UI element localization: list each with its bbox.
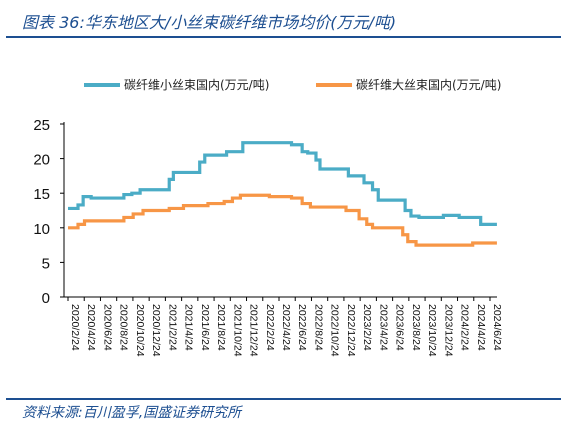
x-tick-label: 2021/8/24 [215, 304, 227, 351]
y-tick-label: 5 [42, 255, 50, 272]
bottom-rule [6, 398, 561, 400]
x-tick-label: 2021/4/24 [183, 304, 195, 351]
x-tick-label: 2023/6/24 [394, 304, 406, 351]
legend-label-small-tow: 碳纤维小丝束国内(万元/吨) [124, 78, 269, 92]
x-tick-label: 2021/6/24 [199, 304, 211, 351]
x-tick-label: 2023/8/24 [410, 304, 422, 351]
x-tick-label: 2023/12/24 [442, 304, 454, 357]
legend-label-large-tow: 碳纤维大丝束国内(万元/吨) [356, 78, 501, 92]
x-tick-label: 2022/6/24 [296, 304, 308, 351]
x-tick-label: 2022/12/24 [345, 304, 357, 357]
y-tick-label: 10 [33, 221, 50, 238]
y-tick-label: 0 [42, 290, 50, 307]
chart-axes: 0 5 10 15 20 25 2020/2/24 2020/4/24 2020/6/24 202… [33, 117, 503, 357]
x-tick-label: 2022/8/24 [312, 304, 324, 351]
price-line-chart: 碳纤维小丝束国内(万元/吨) 碳纤维大丝束国内(万元/吨) 0 5 10 15 20 25… [33, 78, 503, 357]
chart-legend: 碳纤维小丝束国内(万元/吨) 碳纤维大丝束国内(万元/吨) [84, 78, 501, 92]
x-tick-label: 2020/6/24 [101, 304, 113, 351]
x-tick-label: 2024/6/24 [491, 304, 503, 351]
x-tick-label: 2020/2/24 [69, 304, 81, 351]
x-tick-label: 2023/4/24 [377, 304, 389, 351]
top-rule [6, 36, 561, 38]
x-tick-label: 2021/10/24 [231, 304, 243, 357]
x-tick-label: 2022/10/24 [329, 304, 341, 357]
x-tick-label: 2020/10/24 [134, 304, 146, 357]
x-tick-label: 2024/4/24 [475, 304, 487, 351]
x-tick-label: 2022/4/24 [280, 304, 292, 351]
y-tick-label: 20 [33, 152, 50, 169]
x-tick-label: 2022/2/24 [264, 304, 276, 351]
x-tick-label: 2023/10/24 [426, 304, 438, 357]
x-tick-label: 2020/12/24 [150, 304, 162, 357]
x-tick-label: 2020/4/24 [85, 304, 97, 351]
x-tick-label: 2021/12/24 [248, 304, 260, 357]
y-tick-label: 15 [33, 186, 50, 203]
x-tick-label: 2021/2/24 [166, 304, 178, 351]
figure-title: 图表 36:华东地区大/小丝束碳纤维市场均价(万元/吨) [22, 13, 397, 32]
x-tick-label: 2024/2/24 [459, 304, 471, 351]
source-note: 资料来源:百川盈孚,国盛证券研究所 [22, 405, 242, 421]
y-tick-label: 25 [33, 117, 50, 134]
x-tick-label: 2020/8/24 [118, 304, 130, 351]
x-tick-label: 2023/2/24 [361, 304, 373, 351]
series-line-small-tow [68, 141, 497, 226]
chart-series [68, 141, 497, 247]
series-line-large-tow [68, 193, 497, 247]
